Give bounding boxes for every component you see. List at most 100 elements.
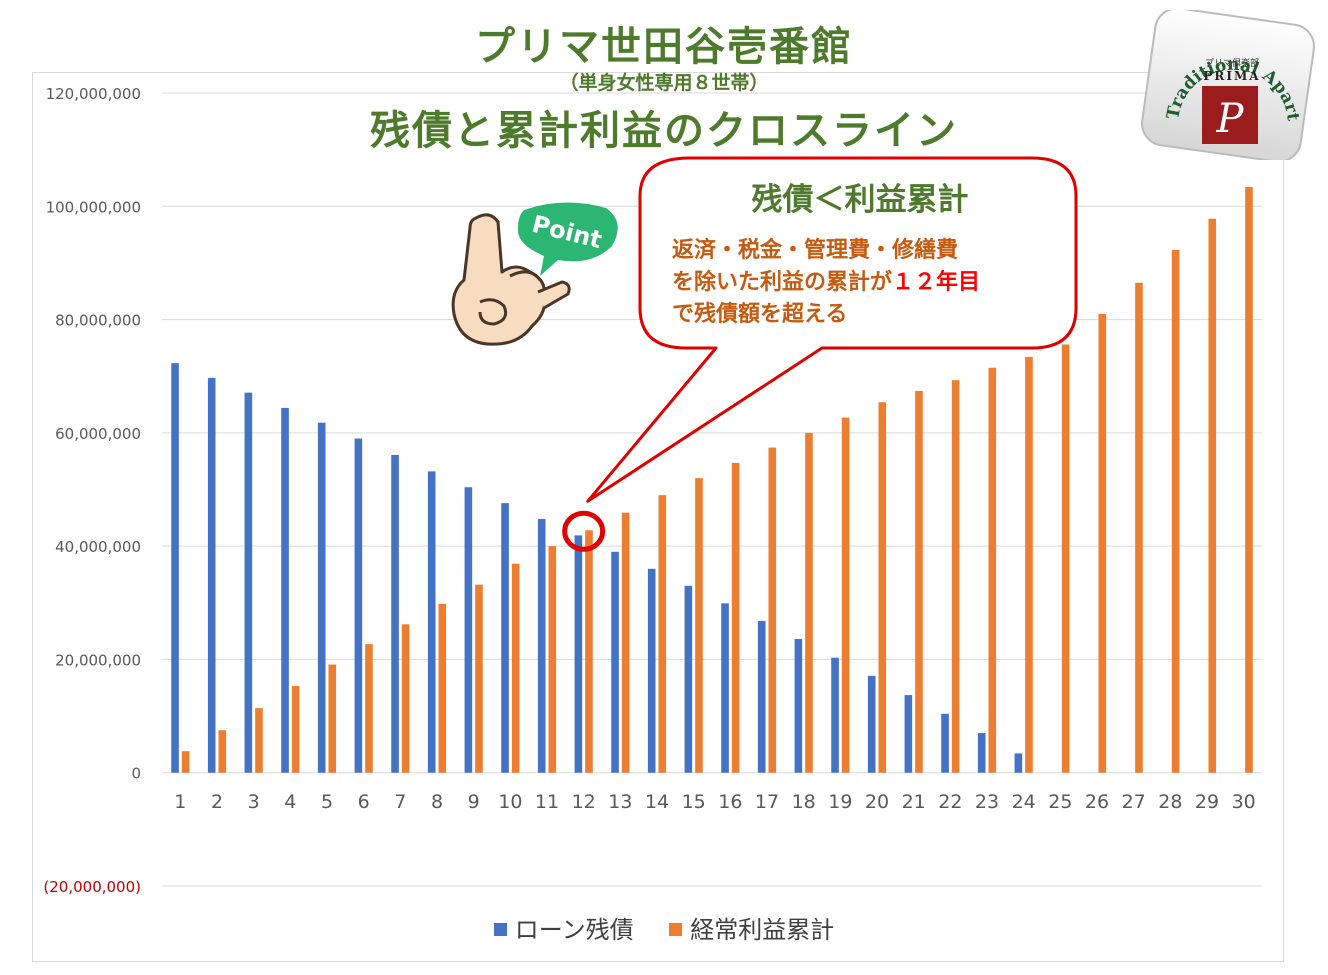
bar-cumulative-profit [841, 417, 850, 773]
bar-loan-balance [941, 713, 949, 773]
x-tick-label: 17 [755, 791, 779, 813]
bar-cumulative-profit [218, 730, 227, 773]
x-tick-label: 28 [1158, 791, 1182, 813]
y-tick-label: (20,000,000) [43, 878, 141, 896]
x-tick-label: 18 [792, 791, 816, 813]
chart-title-secondary: 残債と累計利益のクロスライン [370, 108, 958, 154]
bar-loan-balance [831, 657, 839, 773]
bar-loan-balance [794, 639, 803, 773]
bar-cumulative-profit [1245, 187, 1253, 773]
bar-cumulative-profit [1135, 282, 1143, 773]
bar-cumulative-profit [731, 462, 740, 773]
bar-loan-balance [391, 454, 399, 773]
x-tick-label: 24 [1012, 791, 1036, 813]
bar-cumulative-profit [548, 546, 557, 773]
y-tick-label: 100,000,000 [46, 198, 141, 216]
x-tick-label: 14 [645, 791, 669, 813]
point-badge: Point [517, 202, 618, 276]
bar-loan-balance [501, 503, 509, 773]
x-tick-label: 9 [468, 791, 480, 813]
bar-cumulative-profit [1098, 313, 1107, 773]
y-axis-tick-labels: 120,000,000 100,000,000 80,000,000 60,000,0… [43, 85, 141, 896]
callout-line-3: で残債額を超える [672, 302, 848, 327]
x-tick-label: 10 [498, 791, 522, 813]
prima-logo: Traditional Apartment プリマ倶楽部 PRIMA P [1140, 10, 1315, 160]
bars [171, 187, 1253, 773]
y-tick-label: 40,000,000 [55, 538, 141, 556]
x-tick-label: 13 [608, 791, 632, 813]
callout-box: 残債＜利益累計 返済・税金・管理費・修繕費 を除いた利益の累計が１２年目 で残債… [640, 158, 1080, 348]
bar-cumulative-profit [291, 686, 300, 773]
bar-loan-balance [757, 620, 766, 773]
bar-loan-balance [171, 363, 179, 773]
callout-line-2-prefix: を除いた利益の累計が [672, 270, 893, 295]
bar-loan-balance [904, 695, 913, 773]
x-tick-label: 26 [1085, 791, 1109, 813]
bar-cumulative-profit [255, 708, 263, 773]
bar-cumulative-profit [1025, 356, 1033, 773]
chart-subtitle: （単身女性専用８世帯） [559, 72, 769, 94]
bar-cumulative-profit [915, 390, 923, 773]
bar-loan-balance [317, 422, 326, 773]
bar-loan-balance [244, 392, 253, 773]
x-tick-label: 29 [1195, 791, 1219, 813]
bar-cumulative-profit [365, 644, 373, 773]
legend-item-profit: 経常利益累計 [669, 910, 834, 945]
x-tick-label: 20 [865, 791, 889, 813]
logo-brand-text: PRIMA [1203, 69, 1260, 83]
y-tick-label: 0 [131, 765, 141, 783]
x-tick-label: 21 [902, 791, 926, 813]
bar-cumulative-profit [511, 563, 520, 773]
legend-swatch-loan [493, 922, 507, 936]
bar-cumulative-profit [585, 530, 593, 773]
chart-title: プリマ世田谷壱番館 [475, 24, 853, 70]
bar-cumulative-profit [181, 751, 190, 773]
x-tick-label: 3 [248, 791, 260, 813]
bar-cumulative-profit [951, 380, 960, 773]
x-tick-label: 4 [284, 791, 296, 813]
x-tick-label: 2 [211, 791, 223, 813]
x-tick-label: 15 [682, 791, 706, 813]
bar-loan-balance [207, 377, 216, 773]
bar-cumulative-profit [1061, 344, 1070, 773]
legend-item-loan: ローン残債 [493, 910, 634, 945]
x-tick-label: 22 [938, 791, 962, 813]
bar-loan-balance [427, 471, 436, 773]
bar-cumulative-profit [401, 624, 410, 773]
legend-swatch-profit [669, 922, 683, 936]
x-tick-label: 1 [174, 791, 186, 813]
bar-loan-balance [574, 535, 583, 773]
x-tick-label: 12 [572, 791, 596, 813]
legend-label-loan: ローン残債 [514, 916, 634, 944]
callout-highlight-year: １２年目 [892, 270, 981, 295]
x-tick-label: 16 [718, 791, 742, 813]
bar-cumulative-profit [988, 367, 997, 773]
bar-loan-balance [281, 407, 289, 773]
pointing-hand-illustration: Point [451, 202, 618, 346]
x-tick-label: 27 [1122, 791, 1146, 813]
bar-loan-balance [1014, 753, 1023, 773]
logo-sub-text: プリマ倶楽部 [1205, 57, 1259, 69]
bar-loan-balance [354, 438, 363, 773]
y-tick-label: 80,000,000 [55, 312, 141, 330]
callout-line-2: を除いた利益の累計が１２年目 [672, 264, 980, 296]
bar-loan-balance [684, 585, 693, 773]
y-tick-label: 120,000,000 [46, 85, 141, 103]
bar-loan-balance [977, 733, 986, 773]
x-tick-label: 25 [1048, 791, 1072, 813]
bar-loan-balance [611, 551, 619, 773]
x-tick-label: 11 [535, 791, 559, 813]
hand-icon [451, 213, 571, 346]
bar-cumulative-profit [438, 603, 447, 773]
x-tick-label: 19 [828, 791, 852, 813]
x-tick-label: 7 [394, 791, 406, 813]
callout-overlay [562, 156, 1078, 552]
y-tick-label: 20,000,000 [55, 651, 141, 669]
bar-cumulative-profit [1208, 218, 1217, 773]
callout-heading: 残債＜利益累計 [751, 182, 969, 218]
bar-loan-balance [537, 518, 546, 773]
chart-frame [32, 72, 1284, 962]
x-tick-label: 23 [975, 791, 999, 813]
bar-loan-balance [647, 568, 656, 773]
